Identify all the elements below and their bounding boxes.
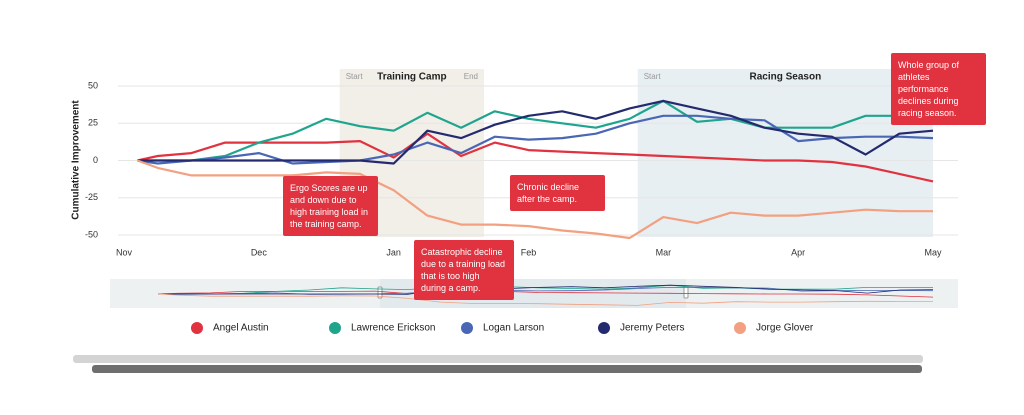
series-line	[137, 99, 933, 162]
region-end: End	[464, 72, 478, 81]
region-label: Racing Season	[750, 72, 822, 83]
legend-marker[interactable]	[598, 322, 610, 334]
y-tick-label: -50	[85, 229, 98, 239]
x-tick-label: May	[924, 247, 942, 257]
x-tick-label: Nov	[116, 247, 133, 257]
x-tick-label: Apr	[791, 247, 805, 257]
device-base	[73, 355, 923, 363]
navigator-line	[158, 284, 934, 295]
annotation: Catastrophic decline due to a training l…	[414, 240, 514, 300]
navigator-line	[158, 287, 934, 295]
x-tick-label: Feb	[521, 247, 537, 257]
legend-label[interactable]: Jorge Glover	[756, 323, 814, 334]
legend-label[interactable]: Lawrence Erickson	[351, 323, 435, 334]
region-start: Start	[644, 72, 662, 81]
annotation: Ergo Scores are up and down due to high …	[283, 176, 378, 236]
navigator-handle[interactable]	[683, 286, 689, 299]
x-tick-label: Jan	[386, 247, 401, 257]
annotation: Chronic decline after the camp.	[510, 175, 605, 211]
annotation: Whole group of athletes performance decl…	[891, 53, 986, 125]
navigator-handle[interactable]	[377, 286, 383, 299]
legend-marker[interactable]	[734, 322, 746, 334]
legend-marker[interactable]	[191, 322, 203, 334]
region-start: Start	[346, 72, 364, 81]
series-line	[137, 159, 933, 240]
series-line	[137, 99, 934, 165]
region	[637, 69, 933, 237]
y-tick-label: 0	[93, 155, 98, 165]
legend-marker[interactable]	[461, 322, 473, 334]
legend-label[interactable]: Logan Larson	[483, 323, 544, 334]
device-stand	[92, 365, 922, 373]
y-tick-label: -25	[85, 192, 98, 202]
x-tick-label: Mar	[656, 247, 672, 257]
legend-marker[interactable]	[329, 322, 341, 334]
y-tick-label: 25	[88, 118, 98, 128]
legend-label[interactable]: Angel Austin	[213, 323, 269, 334]
y-axis-label: Cumulative Improvement	[71, 100, 82, 220]
x-tick-label: Dec	[251, 247, 268, 257]
legend-label[interactable]: Jeremy Peters	[620, 323, 684, 334]
region-label: Training Camp	[377, 72, 446, 83]
navigator-line	[158, 293, 933, 306]
y-tick-label: 50	[88, 80, 98, 90]
series-line	[137, 114, 934, 165]
